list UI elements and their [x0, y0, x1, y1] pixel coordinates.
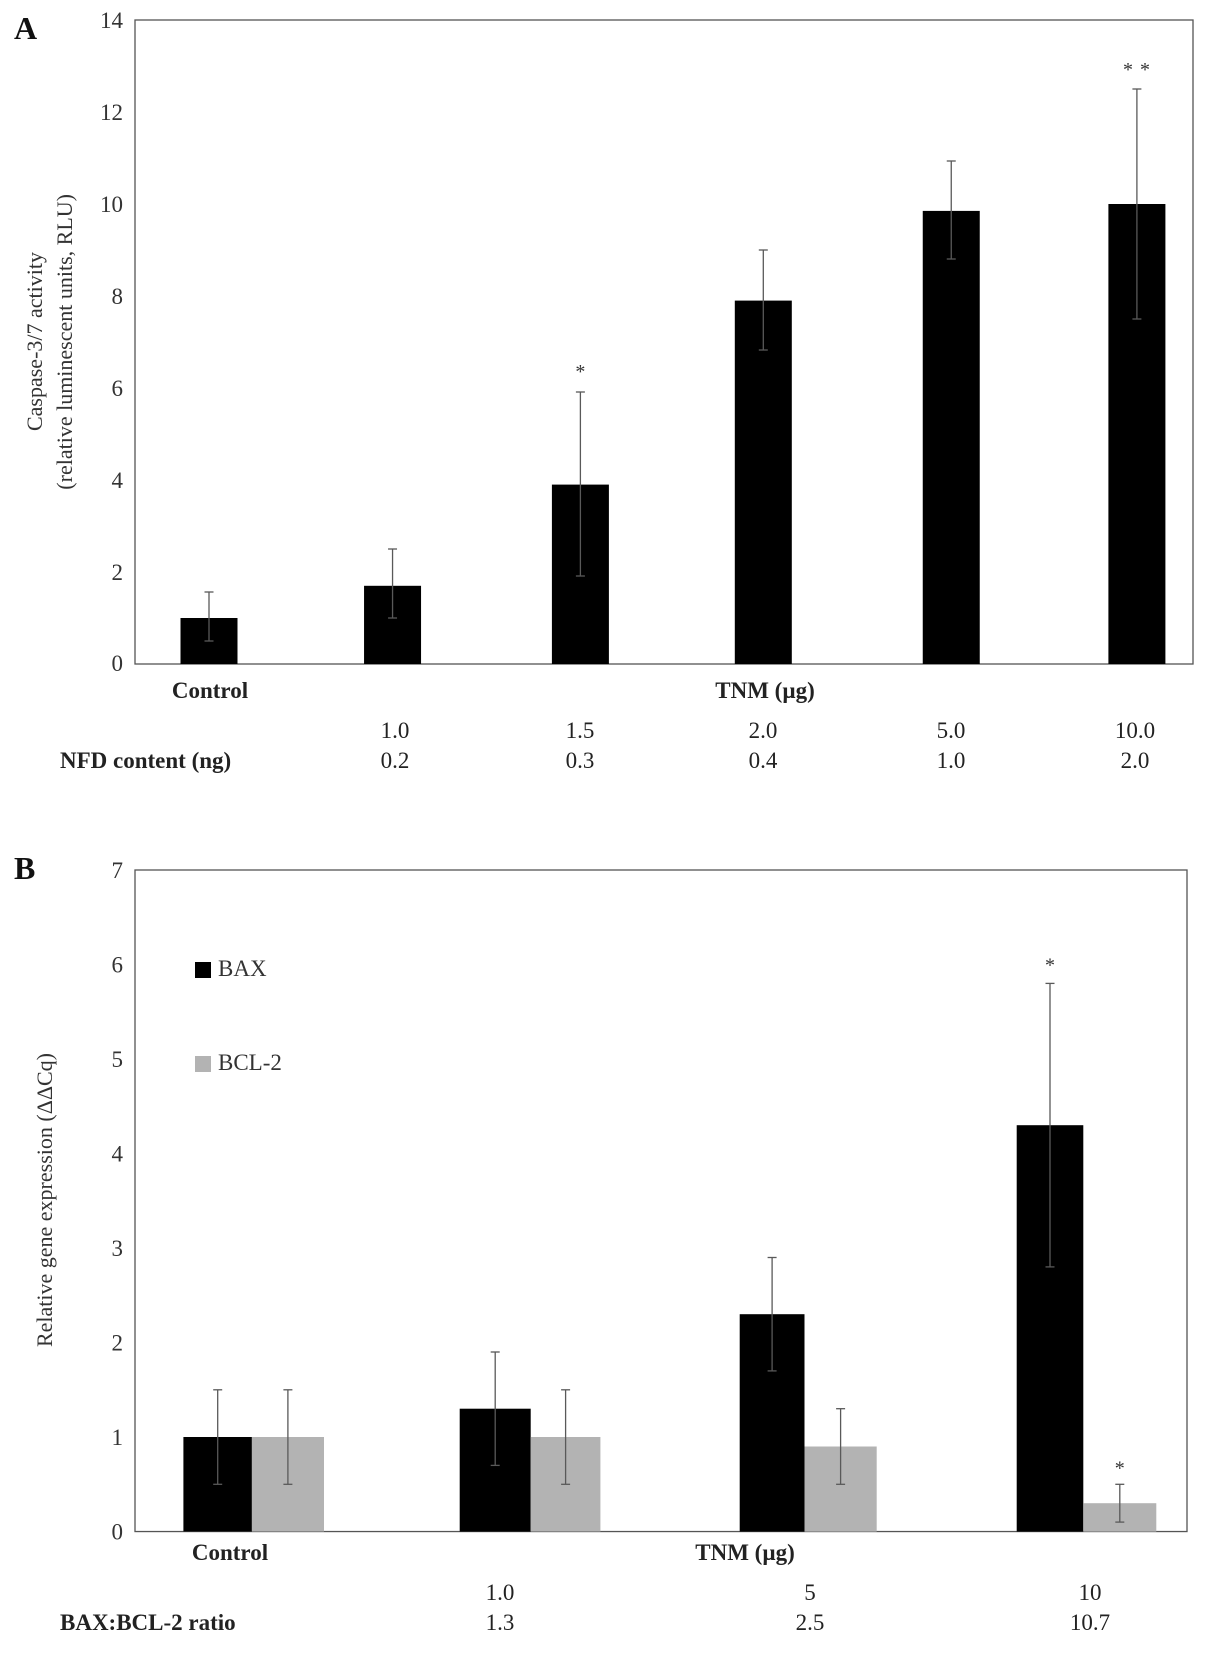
svg-text:4: 4	[112, 1142, 124, 1167]
svg-text:5: 5	[112, 1047, 124, 1072]
svg-text:7: 7	[112, 858, 124, 883]
svg-text:2: 2	[112, 560, 124, 585]
svg-text:6: 6	[112, 953, 124, 978]
svg-text:10: 10	[100, 192, 123, 217]
svg-text:BCL-2: BCL-2	[218, 1050, 282, 1075]
svg-text:12: 12	[100, 100, 123, 125]
svg-text:1: 1	[112, 1425, 124, 1450]
svg-text:14: 14	[100, 8, 124, 33]
svg-text:*: *	[1123, 59, 1133, 81]
svg-text:*: *	[575, 361, 585, 383]
svg-text:*: *	[1115, 1457, 1125, 1479]
svg-text:0: 0	[112, 651, 124, 676]
svg-text:2: 2	[112, 1331, 124, 1356]
svg-text:0: 0	[112, 1520, 124, 1541]
svg-text:*: *	[1045, 954, 1055, 976]
svg-text:*: *	[1140, 59, 1150, 81]
svg-text:BAX: BAX	[218, 956, 267, 981]
svg-text:3: 3	[112, 1236, 124, 1261]
svg-text:6: 6	[112, 376, 124, 401]
svg-text:4: 4	[112, 468, 124, 493]
svg-text:8: 8	[112, 284, 124, 309]
